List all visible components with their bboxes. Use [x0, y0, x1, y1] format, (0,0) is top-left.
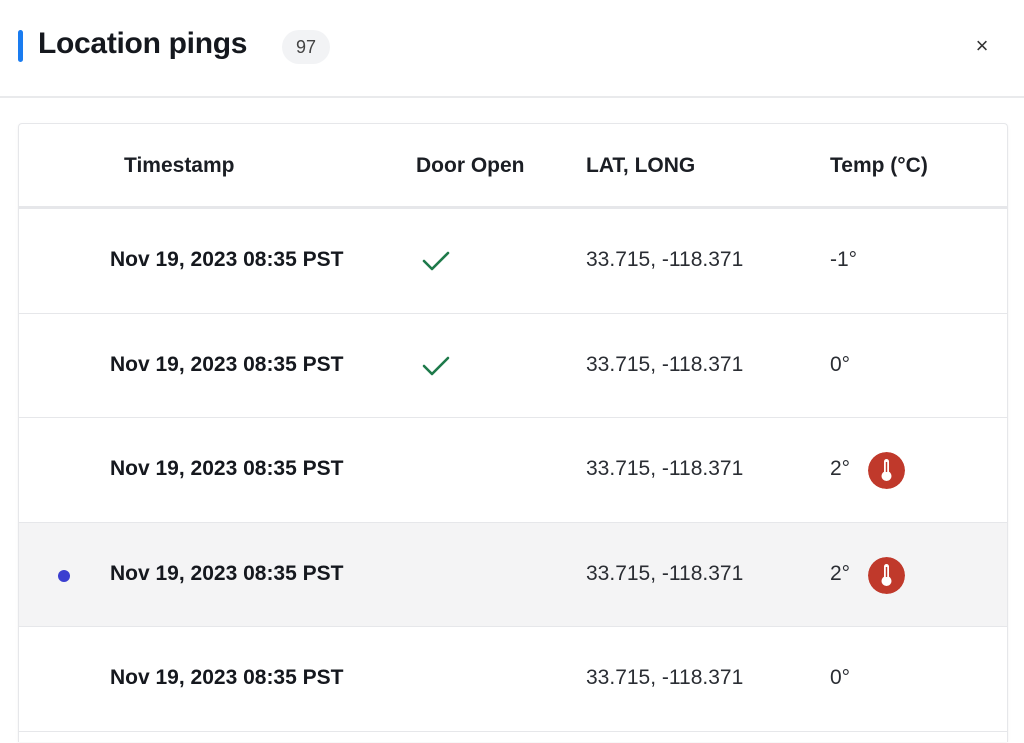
- timestamp-cell: Nov 19, 2023 08:35 PST: [110, 561, 344, 585]
- accent-bar: [18, 30, 23, 62]
- column-door-open[interactable]: Door Open: [416, 154, 525, 177]
- column-lat-long[interactable]: LAT, LONG: [586, 154, 696, 177]
- latlong-cell: 33.715, -118.371: [586, 457, 744, 480]
- column-temp[interactable]: Temp (°C): [830, 154, 928, 177]
- latlong-cell: 33.715, -118.371: [586, 352, 744, 376]
- timestamp-cell: Nov 19, 2023 08:35 PST: [110, 352, 344, 376]
- table-header: Timestamp Door Open LAT, LONG Temp (°C): [19, 124, 1007, 209]
- timestamp-cell: Nov 19, 2023 08:35 PST: [110, 457, 344, 480]
- close-button[interactable]: ×: [975, 33, 989, 58]
- count-badge: 97: [282, 30, 331, 64]
- check-icon: [422, 356, 450, 375]
- temp-cell: 0°: [830, 666, 851, 689]
- table-row[interactable]: Nov 19, 2023 08:35 PST 33.715, -118.371 0°: [19, 314, 1007, 418]
- pings-table: Timestamp Door Open LAT, LONG Temp (°C) …: [18, 123, 1008, 742]
- latlong-cell: 33.715, -118.371: [586, 666, 744, 689]
- latlong-cell: 33.715, -118.371: [586, 561, 744, 585]
- temp-cell: 0°: [830, 352, 851, 376]
- column-timestamp[interactable]: Timestamp: [124, 154, 235, 177]
- table-row[interactable]: Nov 19, 2023 08:35 PST 33.715, -118.371 2°: [19, 418, 1007, 523]
- timestamp-cell: Nov 19, 2023 08:35 PST: [110, 666, 344, 689]
- temp-cell: 2°: [830, 457, 851, 480]
- thermometer-alert-icon: [868, 452, 905, 489]
- table-row[interactable]: Nov 19, 2023 08:35 PST 33.715, -118.371 0°: [19, 627, 1007, 732]
- panel-header: Location pings 97 ×: [0, 0, 1024, 98]
- temp-cell: -1°: [830, 248, 858, 271]
- timestamp-cell: Nov 19, 2023 08:35 PST: [110, 248, 344, 271]
- latlong-cell: 33.715, -118.371: [586, 248, 744, 271]
- table-row[interactable]: Nov 19, 2023 08:35 PST 33.715, -118.371 -1…: [19, 209, 1007, 314]
- page-title: Location pings: [38, 27, 248, 60]
- table-row[interactable]: Nov 19, 2023 08:35 PST 33.715, -118.371 2°: [19, 522, 1007, 627]
- table-row[interactable]: [19, 732, 1007, 742]
- thermometer-alert-icon: [868, 556, 905, 594]
- temp-cell: 2°: [830, 561, 851, 585]
- check-icon: [422, 251, 450, 271]
- selected-indicator-dot: [58, 569, 70, 582]
